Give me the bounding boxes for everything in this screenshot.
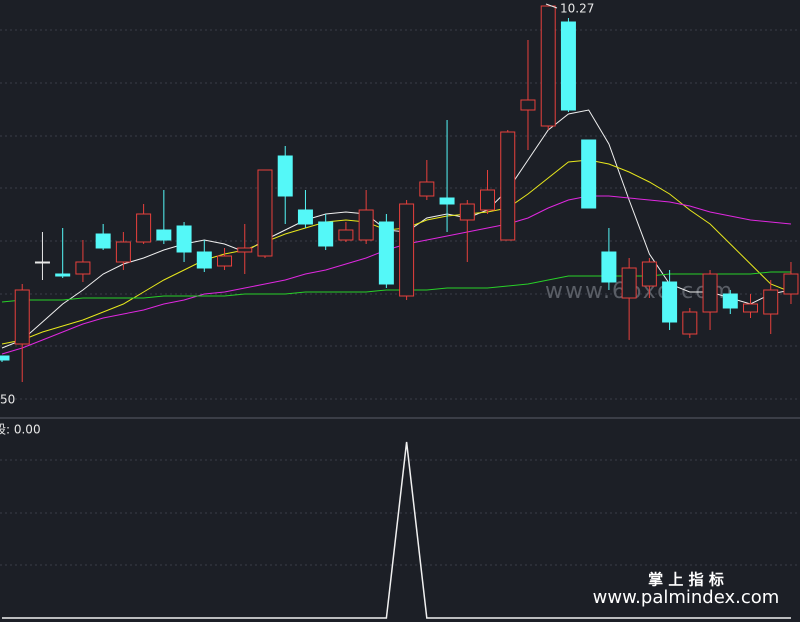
candle-body — [540, 5, 556, 127]
candle-body — [480, 189, 496, 211]
candle-body — [176, 225, 192, 253]
candle-body — [115, 241, 131, 263]
candle-body — [55, 273, 71, 277]
candle-body — [662, 281, 678, 323]
indicator-line — [2, 441, 791, 619]
candle-body — [95, 233, 111, 249]
candle-body — [601, 251, 617, 283]
candle-body — [378, 221, 394, 285]
candle-body — [75, 261, 91, 275]
candle-body — [520, 99, 536, 111]
candle-body — [560, 21, 576, 111]
candle-body — [196, 251, 212, 269]
high-annotation: 10.27 — [560, 2, 594, 16]
candle-body — [237, 247, 253, 253]
candle-body — [399, 203, 415, 297]
candle-body — [257, 169, 273, 257]
candle-body — [641, 261, 657, 287]
candle-body — [136, 213, 152, 243]
candle-body — [358, 209, 374, 241]
footer-title: 掌 上 指 标 — [648, 571, 724, 589]
footer-url: www.palmindex.com — [593, 587, 780, 608]
candle-body — [439, 197, 455, 205]
candle-body — [459, 203, 475, 221]
indicator-label: 股: 0.00 — [0, 423, 41, 437]
moving-average-line — [1, 195, 792, 355]
indicator-panel — [2, 441, 791, 619]
candle-body — [217, 255, 233, 267]
low-annotation: 50 — [0, 393, 15, 407]
candle-body — [156, 229, 172, 241]
candle-body — [500, 131, 516, 241]
candle-body — [702, 273, 718, 313]
moving-average-line — [1, 271, 791, 303]
candle-body — [297, 209, 313, 225]
candle-body — [763, 289, 779, 315]
candle-body — [581, 139, 597, 209]
price-panel — [0, 5, 799, 382]
candle-body — [318, 221, 334, 247]
candle-body — [34, 261, 50, 264]
moving-average-line — [1, 109, 792, 349]
candle-body — [0, 355, 10, 361]
candle-body — [277, 155, 293, 197]
candle-body — [338, 229, 354, 241]
candle-body — [722, 293, 738, 309]
candle-body — [783, 273, 799, 295]
candle-body — [14, 289, 30, 345]
candle-body — [419, 181, 435, 197]
candle-body — [743, 303, 759, 313]
candle-body — [621, 267, 637, 299]
grid — [0, 29, 800, 566]
candle-body — [682, 311, 698, 335]
annotation-arrow — [545, 3, 558, 9]
